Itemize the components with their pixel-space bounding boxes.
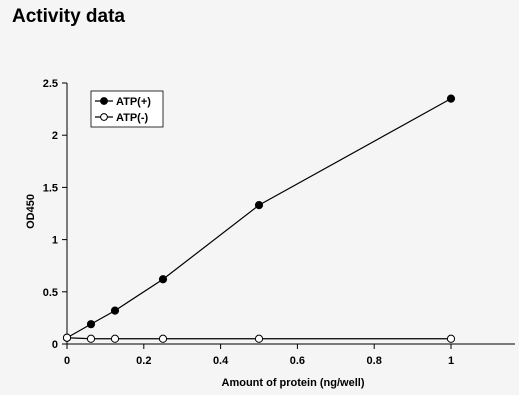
x-tick-label: 0.2 [136,355,151,367]
x-tick-label: 1 [448,355,454,367]
y-tick-label: 1 [52,235,58,247]
x-axis-title: Amount of protein (ng/well) [222,377,365,389]
series-1 [62,94,456,342]
data-point [86,334,96,343]
y-tick-label: 1.5 [43,182,58,194]
x-tick-label: 0 [64,355,70,367]
data-point [158,334,168,343]
data-point [254,334,264,343]
y-axis-title: OD450 [25,194,37,229]
data-point [254,201,264,210]
x-tick-label: 0.6 [290,355,305,367]
data-point [110,334,120,343]
data-point [446,334,456,343]
y-tick-label: 0 [52,339,58,351]
legend-label: ATP(+) [116,96,151,108]
data-point [62,333,72,342]
x-tick-label: 0.4 [213,355,229,367]
page-title: Activity data [12,6,125,27]
y-tick-label: 2 [52,130,58,142]
series-2 [62,333,456,343]
data-point [158,275,168,284]
series-line [66,98,452,339]
axes: 0 0.5 1 1.5 2 2.5 0 0.2 0.4 0.6 0.8 1 Amount of prot… [25,78,515,389]
legend-entry: ATP(+) [95,96,151,108]
legend-label: ATP(-) [116,112,149,124]
legend-box [90,90,164,128]
data-point [110,306,120,315]
data-point [86,320,96,329]
legend-marker [100,113,108,121]
y-tick-label: 0.5 [43,287,58,299]
legend: ATP(+) ATP(-) [90,90,164,128]
x-tick-label: 0.8 [367,355,382,367]
legend-marker [100,97,108,105]
y-tick-label: 2.5 [43,78,58,90]
legend-entry: ATP(-) [95,112,149,124]
data-point [446,94,456,103]
series-layer [62,94,456,343]
